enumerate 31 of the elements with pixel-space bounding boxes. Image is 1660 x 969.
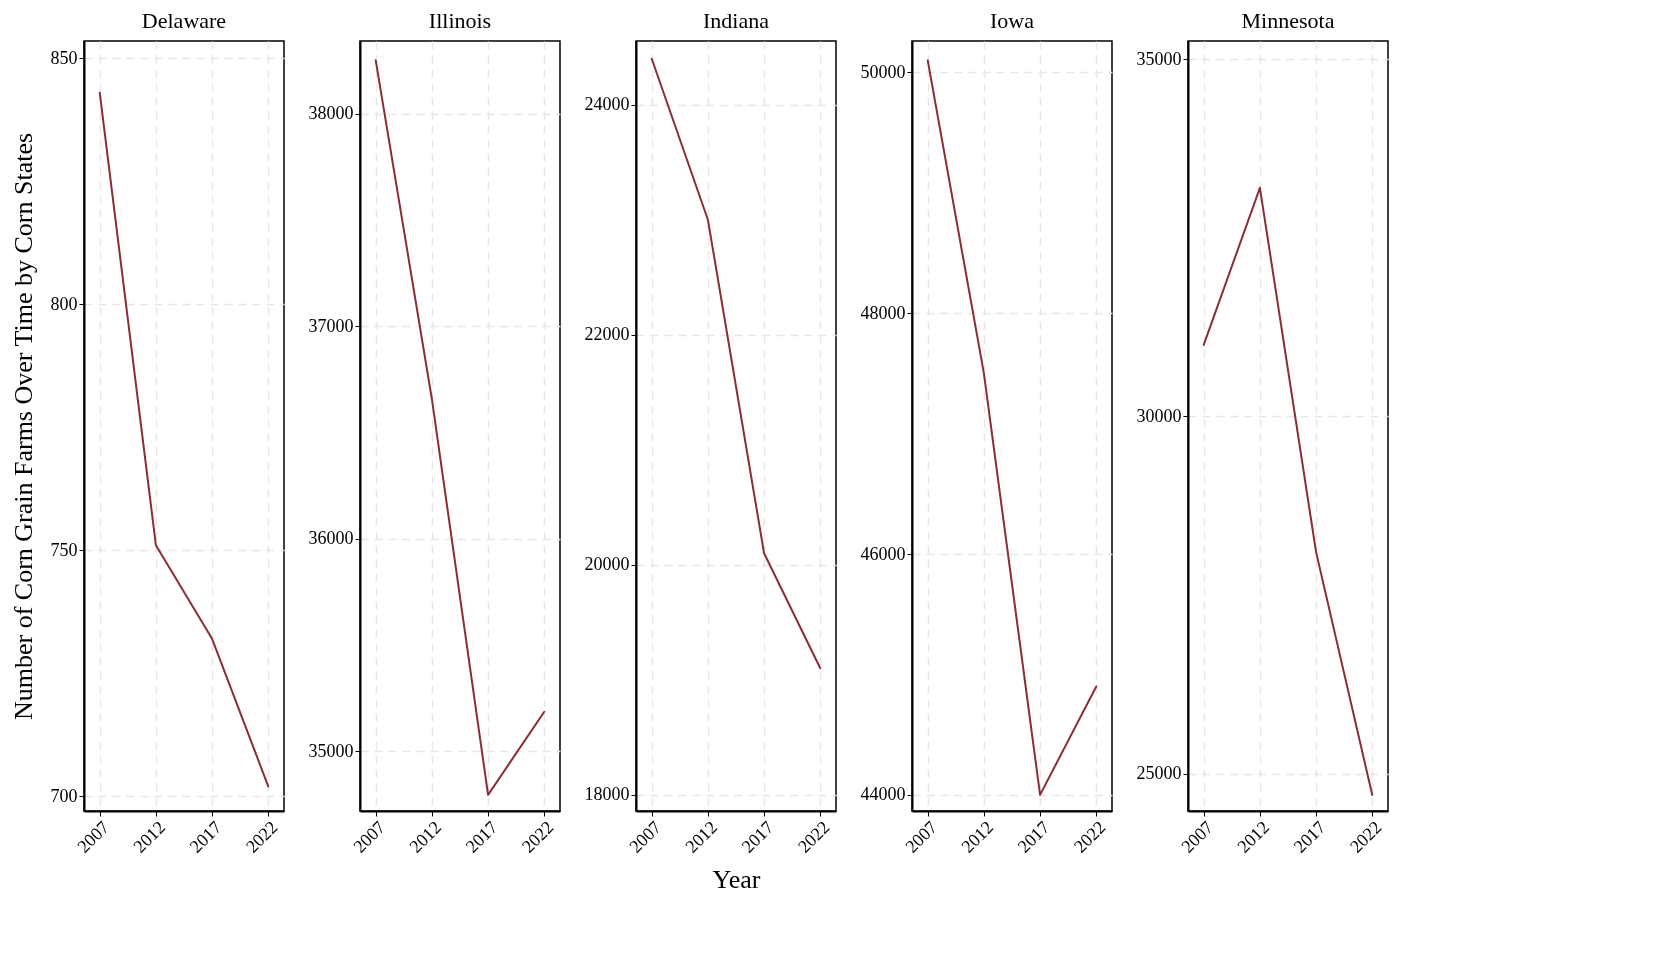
y-tick-label: 38000	[308, 103, 354, 124]
y-tick-label: 24000	[584, 94, 630, 115]
y-tick-label: 850	[50, 47, 78, 68]
y-tick-label: 37000	[308, 315, 354, 336]
y-tick-label: 36000	[308, 528, 354, 549]
line-series	[1202, 186, 1374, 796]
line-series	[98, 91, 270, 788]
y-tick-label: 22000	[584, 324, 630, 345]
chart-title: Minnesota	[1241, 8, 1335, 33]
line-series	[926, 59, 1098, 796]
y-tick-label: 800	[50, 293, 78, 314]
y-tick-label: 48000	[860, 302, 906, 323]
y-tick-label: 35000	[308, 740, 354, 761]
line-series	[374, 59, 546, 796]
chart-title: Indiana	[703, 8, 770, 33]
chart-title: Iowa	[990, 8, 1035, 33]
line-series	[650, 57, 822, 670]
y-tick-label: 30000	[1136, 405, 1182, 426]
y-tick-label: 750	[50, 539, 78, 560]
y-tick-label: 20000	[584, 554, 630, 575]
y-axis-title: Number of Corn Grain Farms Over Time by Corn States	[8, 132, 38, 721]
y-tick-label: 18000	[584, 784, 630, 805]
chart-title: Illinois	[428, 8, 492, 33]
chart-title: Delaware	[141, 8, 227, 33]
y-tick-label: 700	[50, 785, 78, 806]
x-axis-title: Year	[712, 864, 761, 894]
y-tick-label: 35000	[1136, 48, 1182, 69]
y-tick-label: 25000	[1136, 763, 1182, 784]
y-tick-label: 44000	[860, 784, 906, 805]
y-tick-label: 50000	[860, 61, 906, 82]
y-tick-label: 46000	[860, 543, 906, 564]
